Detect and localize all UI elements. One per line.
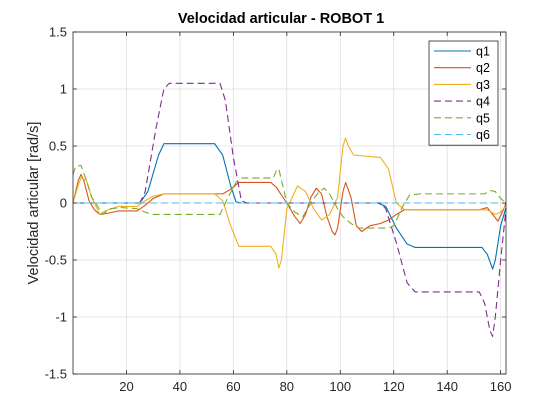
series-line-q3	[72, 137, 507, 269]
y-axis-label: Velocidad articular [rad/s]	[26, 122, 42, 285]
y-tick-label: 0	[60, 196, 67, 211]
chart-title: Velocidad articular - ROBOT 1	[178, 11, 384, 27]
series-lines	[72, 82, 507, 337]
x-tick-label: 40	[173, 379, 187, 394]
legend-label: q2	[476, 61, 490, 75]
legend-label: q4	[476, 95, 490, 109]
x-tick-label: 140	[436, 379, 458, 394]
x-tick-label: 160	[490, 379, 512, 394]
legend-label: q5	[476, 111, 490, 125]
x-tick-label: 100	[329, 379, 351, 394]
x-tick-labels: 20 40 60 80 100 120 140 160	[119, 379, 511, 394]
series-line-q2	[72, 173, 507, 236]
series-line-q5	[72, 164, 507, 229]
y-tick-label: 0.5	[49, 139, 67, 154]
y-tick-label: 1.5	[49, 25, 67, 40]
y-tick-label: 1	[60, 82, 67, 97]
y-tick-labels: -1.5 -1 -0.5 0 0.5 1 1.5	[45, 25, 67, 382]
y-tick-label: -1.5	[45, 367, 67, 382]
x-tick-label: 60	[226, 379, 240, 394]
x-tick-label: 80	[280, 379, 294, 394]
legend-box	[428, 40, 499, 146]
legend-label: q6	[476, 128, 490, 142]
y-tick-label: -0.5	[45, 253, 67, 268]
x-tick-label: 120	[383, 379, 405, 394]
tick-marks	[73, 31, 506, 375]
legend: q1 q2 q3 q4 q5 q6	[428, 40, 499, 146]
legend-label: q3	[476, 78, 490, 92]
series-line-q4	[73, 82, 507, 337]
y-tick-label: -1	[55, 310, 67, 325]
legend-label: q1	[476, 45, 490, 59]
x-tick-label: 20	[119, 379, 133, 394]
